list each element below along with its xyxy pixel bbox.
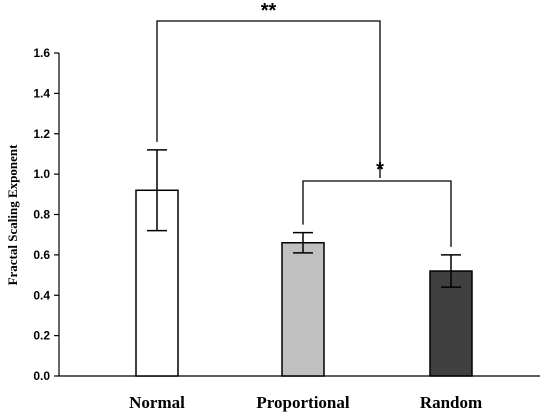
y-tick-label: 0.4 (33, 288, 50, 302)
y-tick-label: 1.6 (33, 46, 50, 60)
y-axis-label: Fractal Scaling Exponent (5, 144, 20, 286)
y-tick-label: 0.8 (33, 208, 50, 222)
bar (281, 242, 325, 377)
y-tick-label: 1.4 (33, 86, 50, 100)
significance-label: * (376, 159, 384, 181)
significance-label: ** (261, 0, 277, 22)
x-category-label: Random (420, 393, 482, 412)
bar (429, 270, 473, 377)
y-tick-label: 0.0 (33, 369, 50, 383)
y-tick-label: 1.2 (33, 127, 50, 141)
y-tick-label: 1.0 (33, 167, 50, 181)
y-tick-label: 0.2 (33, 329, 50, 343)
significance-bracket (302, 180, 452, 247)
x-category-label: Proportional (256, 393, 349, 412)
y-tick-label: 0.6 (33, 248, 50, 262)
significance-bracket (156, 20, 381, 178)
x-category-label: Normal (129, 393, 185, 412)
